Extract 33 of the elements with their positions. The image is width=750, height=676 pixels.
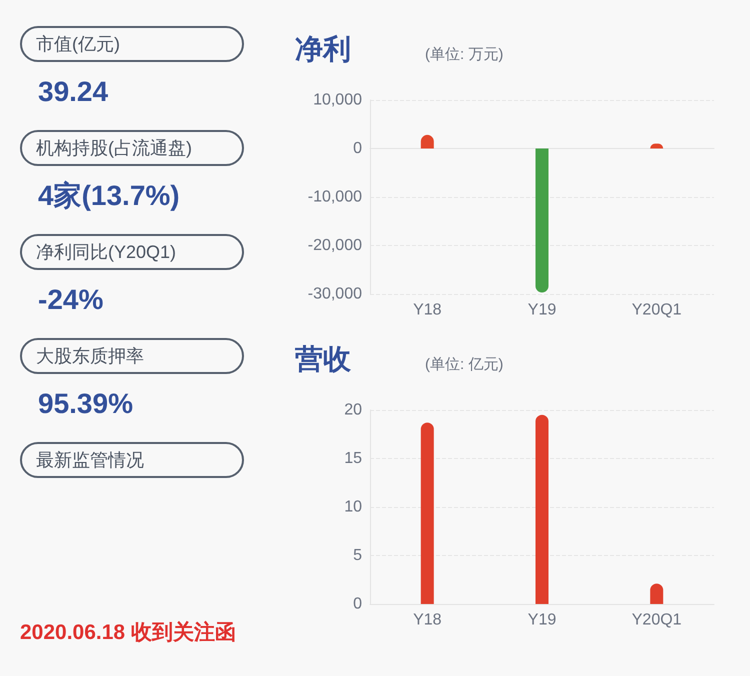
y-tick-label: 10,000 xyxy=(313,92,362,108)
chart-title: 净利 xyxy=(295,34,351,64)
y-tick-label: 0 xyxy=(353,596,362,612)
y-tick-label: -20,000 xyxy=(308,237,362,254)
y-tick-label: 10 xyxy=(344,498,362,516)
x-tick-label: Y18 xyxy=(413,302,442,318)
bar xyxy=(536,414,548,604)
chart-title: 营收 xyxy=(294,344,352,374)
x-tick-label: Y18 xyxy=(413,612,442,628)
y-tick-label: 15 xyxy=(344,450,362,467)
y-tick-label: -30,000 xyxy=(308,286,362,302)
bar xyxy=(420,422,434,604)
x-tick-label: Y20Q1 xyxy=(632,612,682,628)
text: 最新监管情况 xyxy=(20,442,244,478)
text: 大股东质押率 xyxy=(20,338,244,374)
text: 95.39% xyxy=(38,387,134,421)
x-tick-label: Y20Q1 xyxy=(632,302,682,318)
bar xyxy=(536,148,548,293)
x-tick-label: Y19 xyxy=(528,302,556,318)
text: -24% xyxy=(38,283,104,317)
text: 机构持股(占流通盘) xyxy=(20,130,244,166)
text: 净利同比(Y20Q1) xyxy=(20,234,244,270)
y-tick-label: 0 xyxy=(353,140,362,157)
chart-subtitle: (单位: 亿元) xyxy=(425,356,504,373)
chart-subtitle: (单位: 万元) xyxy=(425,46,504,63)
text: 4家(13.7%) xyxy=(38,179,181,213)
y-tick-label: 20 xyxy=(344,402,362,418)
text: 2020.06.18 收到关注函 xyxy=(20,620,236,646)
text: 39.24 xyxy=(38,75,110,109)
x-tick-label: Y19 xyxy=(528,612,556,628)
y-tick-label: 5 xyxy=(353,547,362,564)
y-tick-label: -10,000 xyxy=(308,188,362,206)
text: 市值(亿元) xyxy=(20,26,244,62)
